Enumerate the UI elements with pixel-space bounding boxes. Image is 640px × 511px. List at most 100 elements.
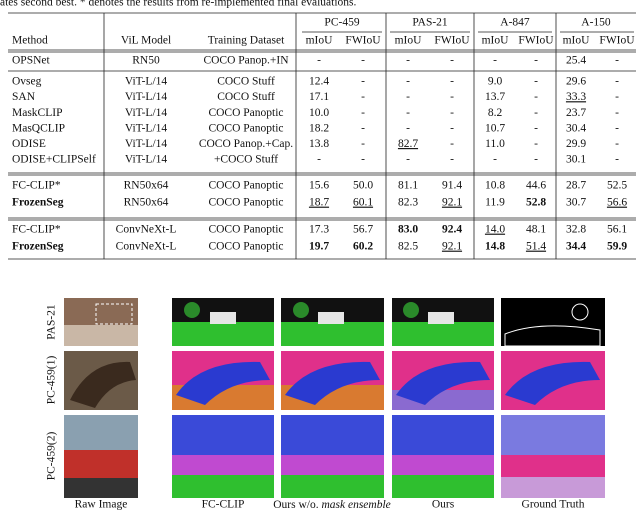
cell: -: [534, 76, 538, 88]
cell: 23.7: [566, 107, 586, 119]
group-header: A-847: [500, 17, 530, 29]
cell: 34.4: [566, 241, 586, 253]
cell: 33.3: [566, 91, 586, 103]
group-header: PC-459: [324, 17, 359, 29]
cell: 82.3: [398, 197, 418, 209]
cell: -: [534, 91, 538, 103]
cell: 8.2: [488, 107, 503, 119]
cell: 15.6: [309, 180, 329, 192]
cell: -: [615, 122, 619, 134]
column-header: FWIoU: [434, 35, 470, 47]
group-header: A-150: [581, 17, 611, 29]
cell: COCO Panoptic: [208, 122, 283, 134]
cell: 11.9: [485, 197, 505, 209]
cell: 92.1: [442, 241, 462, 253]
cell: -: [406, 76, 410, 88]
cell: MasQCLIP: [12, 122, 65, 134]
cell: -: [534, 154, 538, 166]
cell: ViT-L/14: [125, 76, 168, 88]
cell: FrozenSeg: [12, 197, 64, 209]
cell: -: [406, 122, 410, 134]
cell: 81.1: [398, 180, 418, 192]
caption-part: Ours w/o.: [273, 499, 321, 511]
column-header: FWIoU: [599, 35, 635, 47]
caption-part: mask ensemble: [321, 499, 390, 511]
column-header: ViL Model: [121, 35, 171, 47]
cell: -: [493, 154, 497, 166]
cell: -: [450, 91, 454, 103]
cell: 56.7: [353, 224, 373, 236]
cell: -: [406, 55, 410, 67]
cell: ViT-L/14: [125, 122, 168, 134]
highlight-box: [95, 303, 133, 325]
column-header: mIoU: [563, 35, 591, 47]
column-caption: FC-CLIP: [202, 499, 245, 511]
cell: COCO Panop.+IN: [203, 55, 289, 67]
column-header: mIoU: [482, 35, 510, 47]
cell: -: [361, 91, 365, 103]
cell: 28.7: [566, 180, 586, 192]
cell: -: [450, 107, 454, 119]
cell: -: [450, 138, 454, 150]
cell: -: [534, 107, 538, 119]
cell: OPSNet: [12, 55, 51, 67]
cell: -: [361, 55, 365, 67]
column-header: mIoU: [306, 35, 334, 47]
cell: -: [450, 76, 454, 88]
cell: Ovseg: [12, 76, 42, 88]
row-label: PC-459(2): [46, 432, 58, 481]
seg-row-1: [172, 298, 605, 347]
cell: 25.4: [566, 55, 586, 67]
cell: 91.4: [442, 180, 462, 192]
cell: FC-CLIP*: [12, 224, 61, 236]
cell: COCO Stuff: [217, 76, 275, 88]
figure-labels: PAS-21 PC-459(1) PC-459(2) Raw Image FC-CLIP…: [46, 304, 585, 511]
cell: -: [317, 154, 321, 166]
cell: -: [406, 107, 410, 119]
cell: -: [361, 122, 365, 134]
cell: +COCO Stuff: [214, 154, 278, 166]
cell: -: [450, 122, 454, 134]
cell: 44.6: [526, 180, 546, 192]
cell: 13.8: [309, 138, 329, 150]
cell: 9.0: [488, 76, 503, 88]
cell: ConvNeXt-L: [116, 241, 177, 253]
cell: COCO Panoptic: [208, 180, 283, 192]
cell: ViT-L/14: [125, 107, 168, 119]
cell: -: [534, 122, 538, 134]
seg-row-3: [172, 415, 605, 498]
cell: 30.1: [566, 154, 586, 166]
cell: 29.6: [566, 76, 586, 88]
cell: 14.0: [485, 224, 505, 236]
cell: 17.1: [309, 91, 329, 103]
cell: 52.5: [607, 180, 627, 192]
column-header: Method: [12, 35, 48, 47]
raw-image-part: [64, 450, 138, 478]
cell: ODISE+CLIPSelf: [12, 154, 96, 166]
cell: 56.6: [607, 197, 627, 209]
cell: -: [361, 76, 365, 88]
cell: -: [615, 55, 619, 67]
cell: COCO Panop.+Cap.: [199, 138, 293, 150]
row-label: PC-459(1): [46, 356, 58, 405]
cell: COCO Stuff: [217, 91, 275, 103]
cell: 82.7: [398, 138, 418, 150]
column-header: mIoU: [395, 35, 423, 47]
cell: -: [450, 154, 454, 166]
cell: -: [450, 55, 454, 67]
cell: 11.0: [485, 138, 505, 150]
cell: 83.0: [398, 224, 418, 236]
cell: ConvNeXt-L: [116, 224, 177, 236]
column-header: Training Dataset: [208, 35, 285, 47]
cell: -: [361, 107, 365, 119]
cell: 12.4: [309, 76, 329, 88]
row-label: PAS-21: [46, 304, 58, 340]
cell: 18.7: [309, 197, 329, 209]
cell: 92.4: [442, 224, 462, 236]
cell: -: [534, 55, 538, 67]
cell: 59.9: [607, 241, 627, 253]
cell: 92.1: [442, 197, 462, 209]
cell: -: [317, 55, 321, 67]
cell: -: [406, 154, 410, 166]
